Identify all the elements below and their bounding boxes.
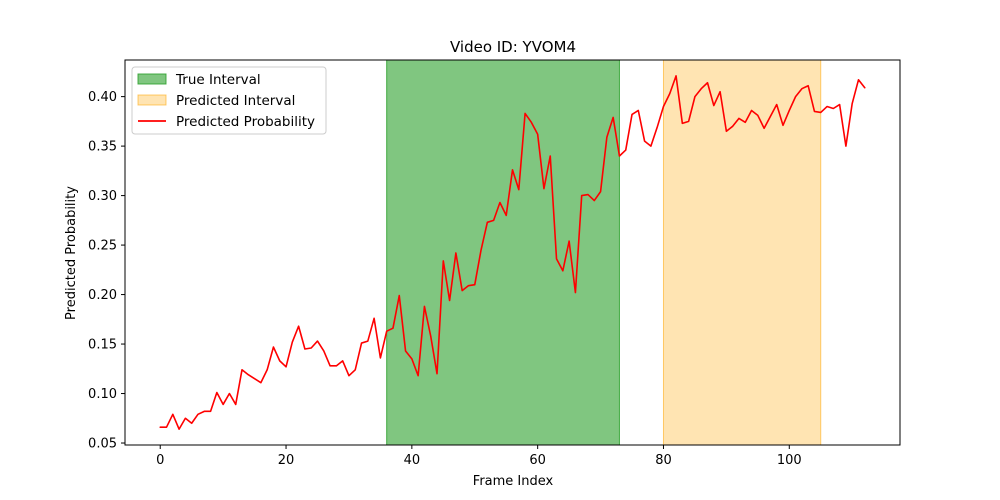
x-tick-label: 60: [529, 453, 546, 468]
legend-swatch: [137, 94, 167, 106]
y-axis: 0.05 0.10 0.15 0.20 0.25 0.30 0.35 0.40: [88, 90, 125, 452]
legend-label: Predicted Probability: [176, 114, 315, 130]
y-tick-label: 0.30: [88, 189, 117, 204]
legend-label: True Interval: [175, 72, 261, 88]
interval-span-1: [662, 59, 822, 446]
legend: True Interval Predicted Interval Predicted…: [131, 66, 327, 135]
chart-title: Video ID: YVOM4: [450, 38, 576, 56]
plot-frame: [124, 59, 901, 446]
y-tick-label: 0.15: [88, 338, 117, 353]
y-tick-label: 0.20: [88, 288, 117, 303]
x-tick-label: 20: [278, 453, 295, 468]
x-axis: 0 20 40 60 80 100: [156, 445, 802, 468]
x-tick-label: 80: [655, 453, 672, 468]
x-axis-label: Frame Index: [473, 474, 554, 489]
y-tick-label: 0.10: [88, 387, 117, 402]
series-line-0: [159, 75, 866, 430]
plot-area: [124, 59, 901, 446]
interval-span-0: [386, 59, 620, 446]
y-axis-label: Predicted Probability: [64, 186, 79, 320]
x-tick-label: 0: [156, 453, 164, 468]
legend-label: Predicted Interval: [176, 93, 295, 109]
y-tick-label: 0.35: [88, 140, 117, 155]
y-tick-label: 0.05: [88, 437, 117, 452]
x-tick-label: 40: [404, 453, 421, 468]
x-tick-label: 100: [777, 453, 802, 468]
y-tick-label: 0.40: [88, 90, 117, 105]
legend-box: [131, 66, 327, 135]
legend-swatch: [137, 73, 167, 85]
y-tick-label: 0.25: [88, 239, 117, 254]
